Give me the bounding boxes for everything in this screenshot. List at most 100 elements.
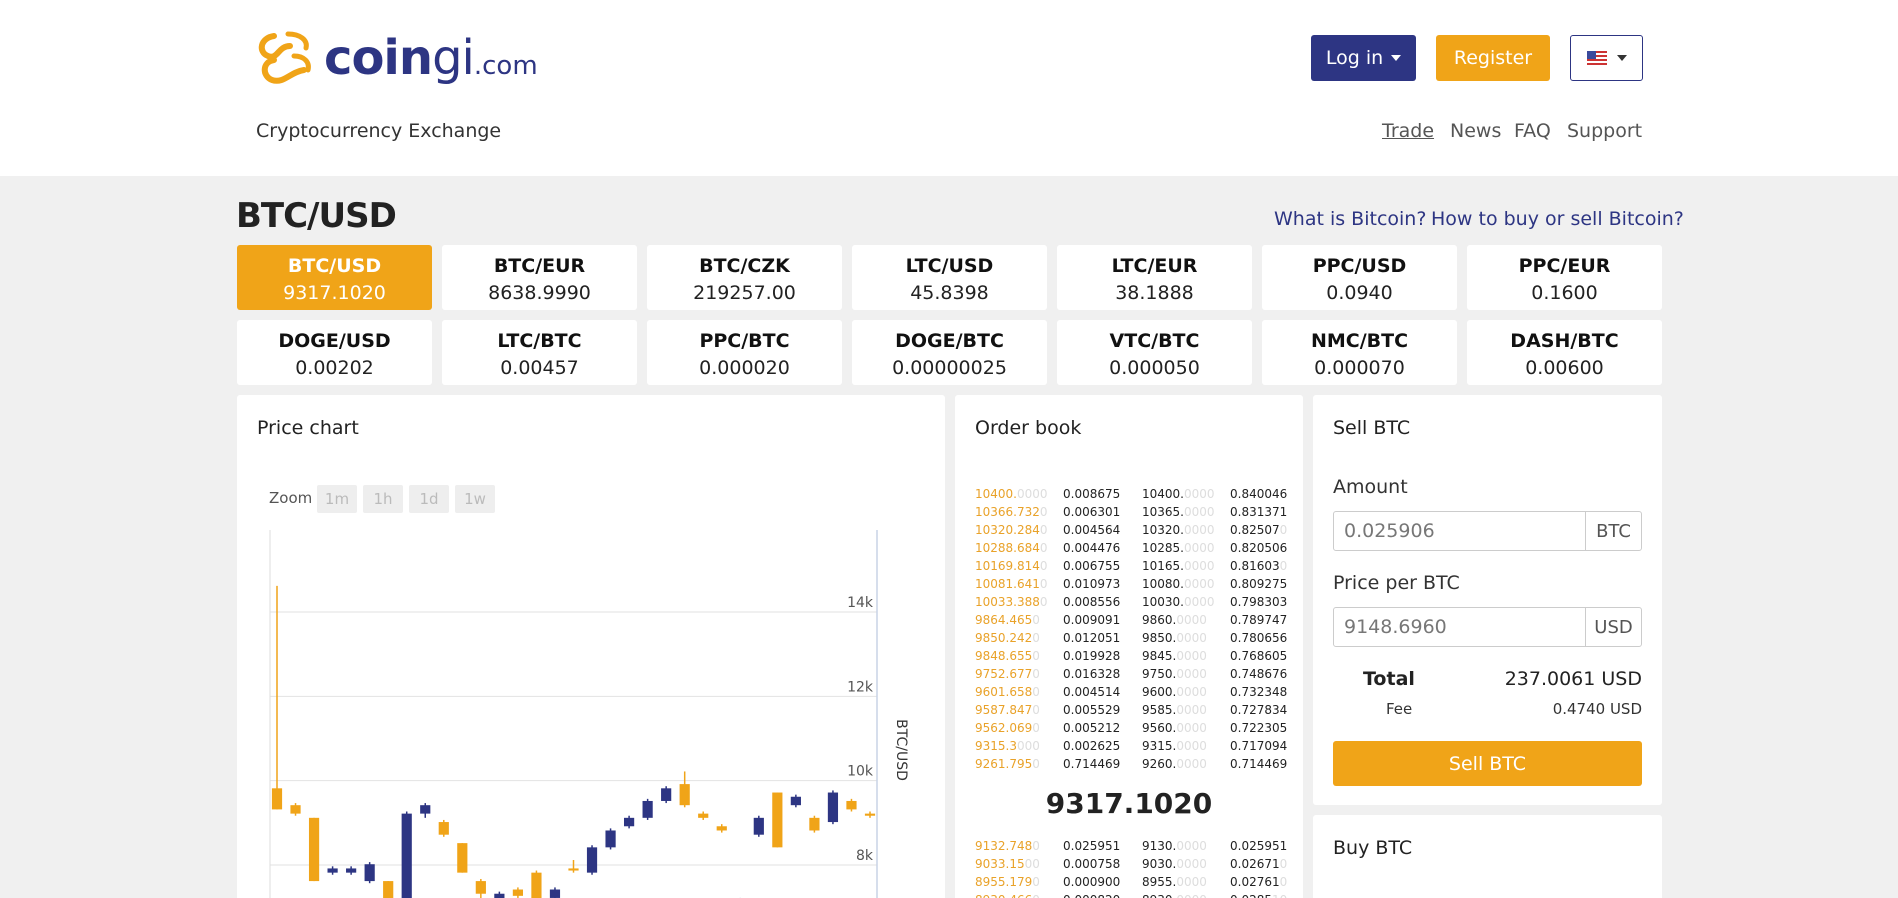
order-book-cell[interactable]: 10366.7320 [975, 505, 1048, 519]
order-book-cell[interactable]: 9864.4650 [975, 613, 1040, 627]
order-book-title: Order book [975, 417, 1082, 439]
market-tile[interactable]: DASH/BTC 0.00600 [1467, 320, 1662, 385]
candle[interactable] [846, 798, 857, 812]
order-book-cell[interactable]: 10320.2840 [975, 523, 1048, 537]
candle[interactable] [438, 819, 449, 837]
candle-body [346, 868, 357, 873]
order-book-cell[interactable]: 9850.2420 [975, 631, 1040, 645]
candle[interactable] [586, 845, 598, 875]
sell-btc-button[interactable]: Sell BTC [1333, 741, 1642, 786]
order-book-cell[interactable]: 8955.1790 [975, 875, 1040, 889]
order-book-cell[interactable]: 10169.8140 [975, 559, 1048, 573]
order-book-text: 0.000758 [1063, 857, 1121, 871]
language-selector[interactable] [1570, 35, 1643, 81]
candle[interactable] [457, 843, 468, 873]
candle[interactable] [308, 817, 320, 882]
market-tile[interactable]: BTC/USD 9317.1020 [237, 245, 432, 310]
candle[interactable] [401, 811, 412, 898]
market-tile[interactable]: LTC/EUR 38.1888 [1057, 245, 1252, 310]
candle[interactable] [549, 887, 561, 898]
candle[interactable] [512, 887, 524, 898]
candle[interactable] [753, 815, 764, 837]
order-book-text: 0.008675 [1063, 487, 1121, 501]
candle[interactable] [364, 862, 375, 884]
price-chart[interactable]: BTC/USD 14k 12k 10k 8k [237, 520, 945, 898]
candle[interactable] [605, 828, 616, 850]
order-book-cell: 8955.0000 [1142, 875, 1207, 889]
order-book-cell[interactable]: 10288.6840 [975, 541, 1048, 555]
market-tile[interactable]: PPC/USD 0.0940 [1262, 245, 1457, 310]
order-book-cell[interactable]: 9562.0690 [975, 721, 1040, 735]
market-tile[interactable]: PPC/EUR 0.1600 [1467, 245, 1662, 310]
order-book-cell: 0.768605 [1230, 649, 1287, 663]
market-tile[interactable]: LTC/USD 45.8398 [852, 245, 1047, 310]
candle[interactable] [494, 891, 505, 898]
candle[interactable] [679, 771, 690, 808]
candle[interactable] [420, 803, 431, 818]
market-tile[interactable]: BTC/CZK 219257.00 [647, 245, 842, 310]
candle[interactable] [623, 815, 635, 829]
candle[interactable] [864, 811, 876, 818]
order-book-cell[interactable]: 10400.0000 [975, 487, 1048, 501]
market-tile-price: 38.1888 [1115, 282, 1194, 304]
candle[interactable] [531, 870, 542, 898]
order-book-text: 0 [1032, 685, 1040, 699]
order-book-cell[interactable]: 9752.6770 [975, 667, 1040, 681]
order-book-cell[interactable]: 8930.4660 [975, 893, 1040, 898]
candle[interactable] [475, 878, 486, 898]
buy-title: Buy BTC [1333, 837, 1413, 859]
candle[interactable] [716, 824, 727, 833]
order-book-cell[interactable]: 9315.3000 [975, 739, 1040, 753]
candle[interactable] [772, 792, 783, 848]
market-tile[interactable]: DOGE/BTC 0.00000025 [852, 320, 1047, 385]
zoom-1w-button[interactable]: 1w [455, 485, 495, 513]
order-book-text: 9560. [1142, 721, 1177, 735]
order-book-cell[interactable]: 9848.6550 [975, 649, 1040, 663]
candle[interactable] [809, 815, 820, 833]
candle[interactable] [327, 866, 338, 875]
zoom-1d-button[interactable]: 1d [409, 485, 449, 513]
price-input[interactable] [1334, 608, 1585, 646]
candle[interactable] [271, 585, 283, 810]
order-book-text: 0 [1279, 559, 1288, 573]
order-book-text: 0000 [1184, 523, 1215, 537]
order-book-cell[interactable]: 9601.6580 [975, 685, 1040, 699]
order-book-cell[interactable]: 9033.1500 [975, 857, 1040, 871]
order-book-text: 0 [1032, 875, 1040, 889]
order-book-cell[interactable]: 9261.7950 [975, 757, 1040, 771]
logo[interactable]: coingi.com [254, 26, 538, 90]
market-tile[interactable]: VTC/BTC 0.000050 [1057, 320, 1252, 385]
nav-trade[interactable]: Trade [1382, 120, 1435, 142]
nav-faq[interactable]: FAQ [1514, 120, 1551, 142]
market-tile[interactable]: DOGE/USD 0.00202 [237, 320, 432, 385]
amount-input[interactable] [1334, 512, 1585, 550]
candle[interactable] [790, 794, 801, 808]
nav-support[interactable]: Support [1567, 120, 1643, 142]
nav-news[interactable]: News [1450, 120, 1502, 142]
candle[interactable] [642, 798, 653, 820]
order-book-cell[interactable]: 10033.3880 [975, 595, 1048, 609]
candle[interactable] [568, 860, 579, 873]
zoom-1h-button[interactable]: 1h [363, 485, 403, 513]
candle[interactable] [698, 811, 709, 820]
candle[interactable] [661, 786, 672, 804]
order-book-cell[interactable]: 9132.7480 [975, 839, 1040, 853]
order-book-cell: 0.012051 [1063, 631, 1120, 645]
candle[interactable] [827, 790, 839, 825]
candle[interactable] [383, 881, 394, 898]
order-book-cell[interactable]: 9587.8470 [975, 703, 1040, 717]
order-book-cell: 10285.0000 [1142, 541, 1215, 555]
login-button[interactable]: Log in [1311, 35, 1416, 81]
zoom-1m-button[interactable]: 1m [317, 485, 357, 513]
order-book-cell[interactable]: 10081.6410 [975, 577, 1048, 591]
order-book-text: 9315.3 [975, 739, 1017, 753]
candle[interactable] [290, 803, 301, 816]
market-tile[interactable]: LTC/BTC 0.00457 [442, 320, 637, 385]
market-tile[interactable]: PPC/BTC 0.000020 [647, 320, 842, 385]
market-tile[interactable]: BTC/EUR 8638.9990 [442, 245, 637, 310]
candle[interactable] [346, 866, 357, 875]
what-is-bitcoin-link[interactable]: What is Bitcoin? [1274, 208, 1427, 230]
market-tile[interactable]: NMC/BTC 0.000070 [1262, 320, 1457, 385]
how-to-buy-link[interactable]: How to buy or sell Bitcoin? [1431, 208, 1684, 230]
register-button[interactable]: Register [1436, 35, 1550, 81]
